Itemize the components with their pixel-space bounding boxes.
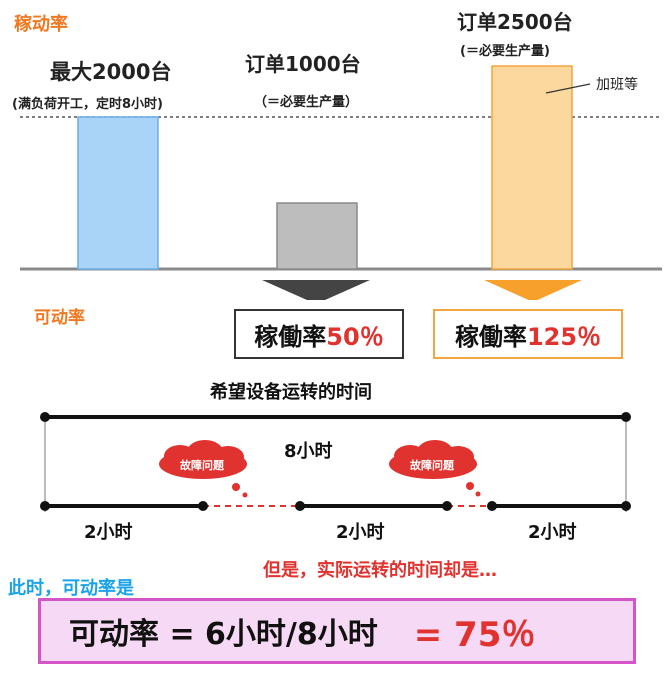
total-hours: 8小时 — [284, 441, 333, 462]
bar2-subtitle: （＝必要生产量） — [254, 95, 359, 110]
segment-1-hours: 2小时 — [84, 522, 133, 543]
fault-label-1: 故障问题 — [180, 459, 224, 472]
kadouritsu-label: 稼动率 — [14, 14, 68, 35]
formula-left: 可动率 = 6小时/8小时 — [69, 617, 378, 652]
bar3-annotation: 加班等 — [596, 77, 638, 93]
segment-2-hours: 2小时 — [336, 522, 385, 543]
bar1 — [77, 116, 159, 270]
rate-high-value: 125％ — [526, 322, 602, 351]
fault-cloud-2 — [389, 440, 481, 497]
bar3-subtitle: (＝必要生产量) — [460, 44, 550, 59]
seg-dot-2 — [198, 501, 208, 511]
bar2 — [276, 202, 358, 270]
fault-cloud-1 — [159, 440, 248, 498]
arrow-down-orange — [484, 280, 582, 300]
arrow-down-dark — [262, 280, 370, 300]
annotation-leader — [545, 83, 591, 94]
seg-dot-5 — [487, 501, 497, 511]
rate-low-value: 50％ — [326, 322, 384, 351]
seg-dot-4 — [442, 501, 452, 511]
bar1-subtitle: (满负荷开工，定时8小时) — [12, 97, 163, 112]
seg-dot-1 — [40, 501, 50, 511]
rate-box-low: 稼働率 50％ — [234, 309, 404, 359]
formula-box: 可动率 = 6小时/8小时 = 75％ — [38, 598, 636, 664]
full-start-dot — [40, 412, 50, 422]
segment-3-hours: 2小时 — [528, 522, 577, 543]
fault-label-2: 故障问题 — [410, 459, 454, 472]
seg-dot-3 — [295, 501, 305, 511]
formula-result: = 75％ — [413, 614, 536, 655]
actual-runtime-note: 但是，实际运转的时间却是… — [263, 560, 497, 581]
capacity-chart — [20, 65, 662, 300]
rate-low-label: 稼働率 — [254, 322, 327, 351]
rate-box-high: 稼働率 125％ — [433, 309, 623, 359]
availability-intro: 此时，可动率是 — [8, 578, 134, 599]
kadouritsu-bottom-label: 可动率 — [34, 308, 85, 328]
full-end-dot — [621, 412, 631, 422]
bar3-title: 订单2500台 — [457, 10, 573, 34]
bar2-title: 订单1000台 — [245, 52, 361, 76]
bar1-title: 最大2000台 — [50, 60, 172, 84]
bar3 — [491, 65, 573, 270]
timeline-title: 希望设备运转的时间 — [210, 382, 372, 403]
seg-dot-6 — [621, 501, 631, 511]
rate-high-label: 稼働率 — [454, 322, 527, 351]
timeline-diagram — [40, 412, 631, 512]
